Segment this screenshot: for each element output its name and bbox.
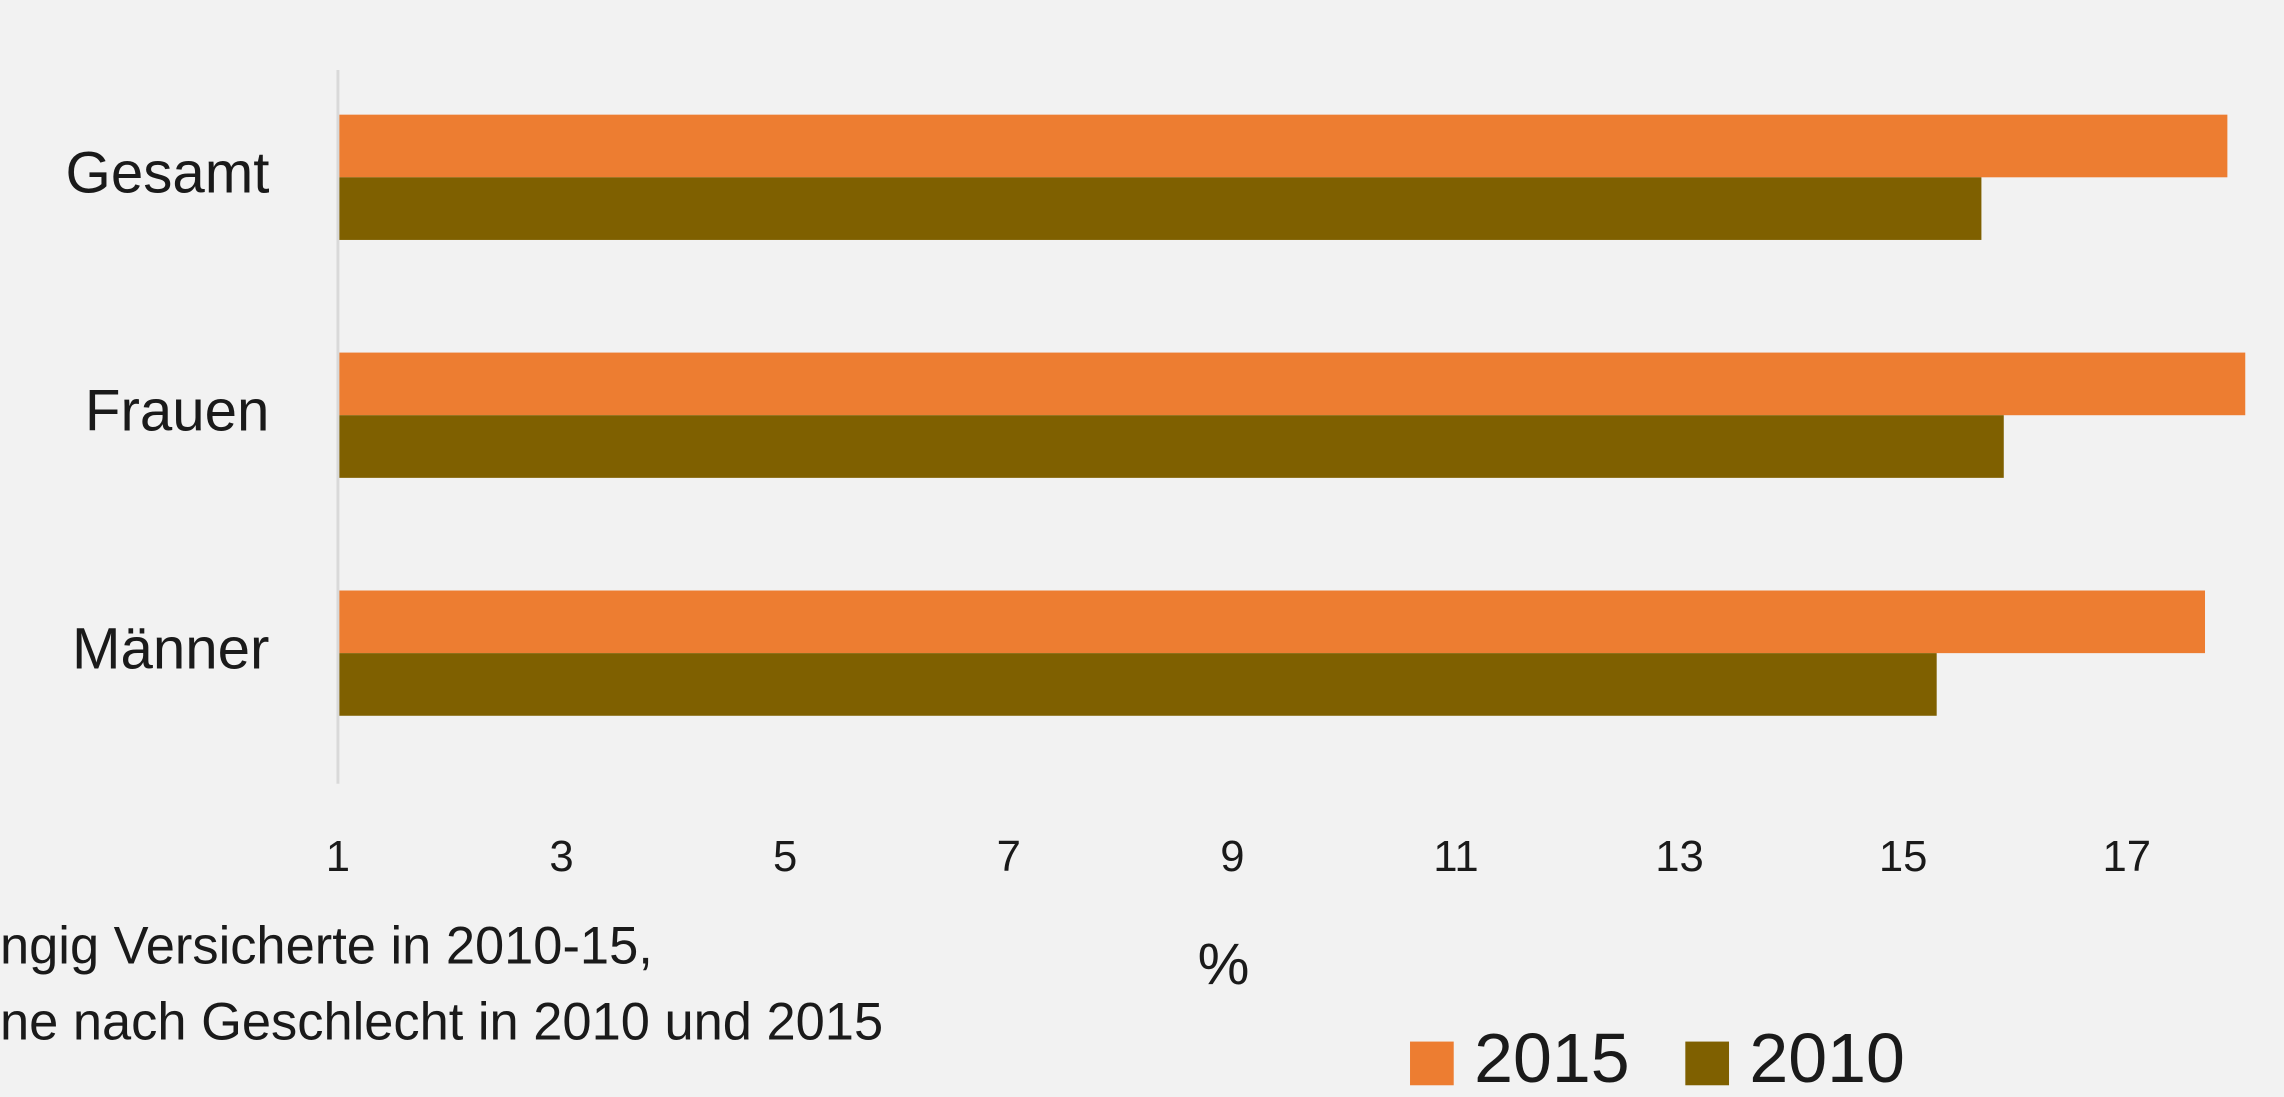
caption: ne nach Geschlecht in 2010 und 2015 [0,993,883,1051]
bar [337,415,2004,478]
bar [337,653,1937,716]
legend-label: 2015 [1474,1019,1630,1097]
bar [337,177,1982,240]
x-axis-label: % [1198,932,1250,997]
x-tick-label: 17 [2102,832,2151,881]
x-tick-label: 5 [773,832,797,881]
x-tick-label: 3 [549,832,573,881]
x-tick-label: 7 [997,832,1021,881]
x-tick-label: 1 [326,832,350,881]
bar [337,590,2206,654]
legend-swatch [1410,1041,1454,1086]
x-tick-label: 15 [1879,832,1928,881]
y-tick-label: Frauen [85,379,270,444]
y-tick-label: Männer [72,617,270,682]
bar [337,352,2246,416]
y-tick-label: Gesamt [66,141,270,206]
x-tick-label: 9 [1220,832,1244,881]
x-tick-label: 13 [1655,832,1704,881]
caption: ngig Versicherte in 2010-15, [0,918,653,976]
legend-label: 2010 [1749,1019,1905,1097]
bar [337,114,2228,178]
x-tick-label: 11 [1433,832,1478,881]
legend-swatch [1685,1041,1730,1086]
